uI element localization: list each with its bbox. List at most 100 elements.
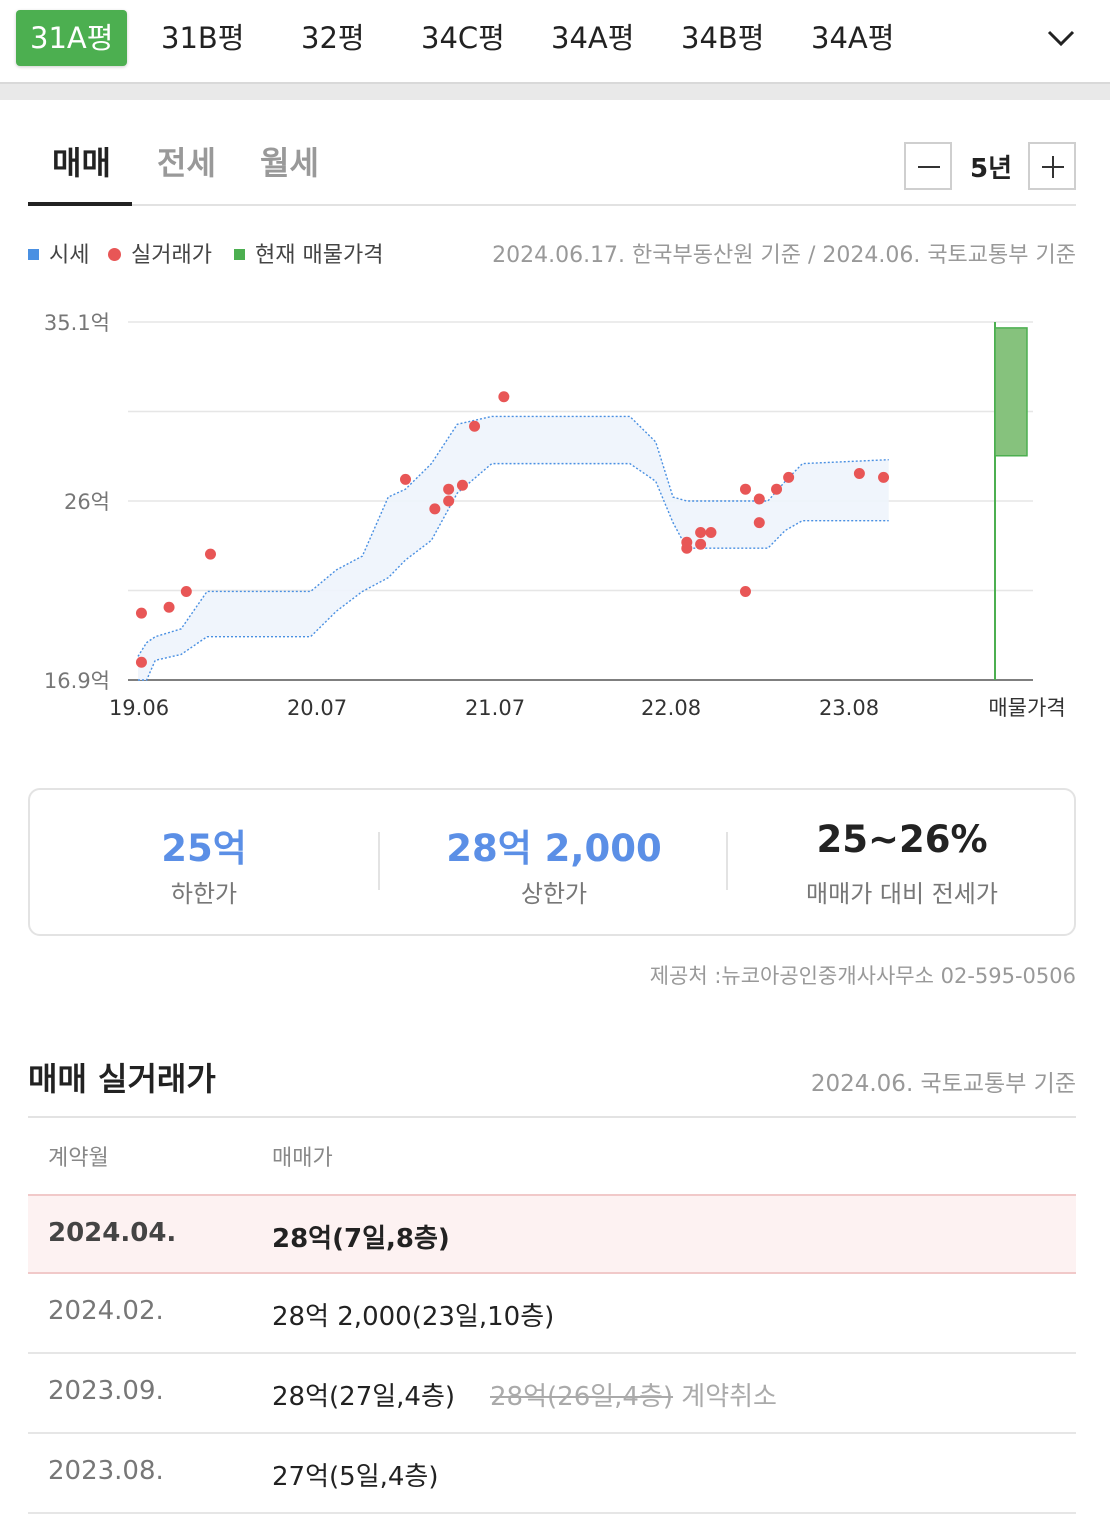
trade-point: [695, 526, 707, 538]
trade-point: [180, 585, 192, 597]
legend-actual-trade: 실거래가: [108, 240, 212, 272]
period-value: 5년: [970, 154, 1013, 184]
x-axis-labels: 19.06 20.07 21.07 22.08 23.08 매물가격: [109, 696, 1066, 720]
table-row[interactable]: 2024.02. 28억 2,000(23일,10층): [28, 1274, 1076, 1354]
trade-point: [705, 526, 717, 538]
transactions-basis: 2024.06. 국토교통부 기준: [810, 1071, 1076, 1097]
price-chart-svg: 35.1억 26억 16.9억 19.06 20.07 21.07 22.08 23.08 매…: [44, 311, 1066, 720]
upper-limit-label: 상한가: [520, 880, 588, 908]
lower-limit-value: 25억: [161, 827, 247, 870]
row-price: 28억(7일,8층): [272, 1224, 450, 1254]
x-tick-label: 22.08: [641, 696, 701, 720]
size-tab-bar: 31A평 31B평 32평 34C평 34A평 34B평 34A평: [0, 0, 1110, 82]
trade-point: [739, 585, 751, 597]
table-row[interactable]: 2024.04. 28억(7일,8층): [28, 1194, 1076, 1274]
data-provider: 제공처 :뉴코아공인중개사사무소 02-595-0506: [649, 964, 1076, 988]
lower-limit-label: 하한가: [170, 880, 238, 908]
summary-divider: [378, 832, 380, 890]
actual-trades: [135, 391, 890, 668]
section-title: 매매 실거래가: [28, 1060, 216, 1098]
legend-square-green: [234, 248, 245, 260]
trade-point: [498, 391, 510, 403]
active-tab-indicator: [28, 202, 132, 206]
trade-point: [400, 473, 411, 485]
table-row[interactable]: 2023.09. 28억(27일,4층) 28억(26일,4층) 계약취소: [28, 1354, 1076, 1434]
trade-point: [469, 420, 481, 432]
column-header-price: 매매가: [272, 1146, 333, 1171]
cancelled-trade: 28억(26일,4층) 계약취소: [490, 1376, 777, 1413]
chevron-down-icon[interactable]: [1046, 26, 1076, 50]
size-tab-34a[interactable]: 34A평: [551, 21, 635, 55]
table-row[interactable]: 2023.08. 27억(5일,4층): [28, 1434, 1076, 1514]
tab-jeonse[interactable]: 전세: [157, 144, 216, 182]
listing-price-bar: [994, 322, 1028, 680]
trade-point: [771, 483, 783, 495]
trade-point: [753, 493, 765, 505]
period-increase-button[interactable]: [1028, 142, 1076, 190]
band-upper-line: [137, 415, 889, 657]
legend-listing-price: 현재 매물가격: [234, 240, 383, 272]
band-fill: [138, 416, 889, 680]
y-axis-labels: 35.1억 26억 16.9억: [44, 311, 110, 693]
summary-divider: [726, 832, 728, 890]
price-chart: 35.1억 26억 16.9억 19.06 20.07 21.07 22.08 23.08 매…: [28, 300, 1088, 740]
summary-upper-limit: 28억 2,000 상한가: [380, 790, 728, 934]
column-header-month: 계약월: [48, 1146, 109, 1171]
trade-point: [204, 548, 216, 560]
data-basis: 2024.06.17. 한국부동산원 기준 / 2024.06. 국토교통부 기…: [492, 243, 1076, 268]
listing-range-bar: [994, 327, 1028, 457]
trade-point: [443, 483, 455, 495]
legend-market-price: 시세: [28, 240, 89, 272]
trade-point: [681, 536, 693, 548]
summary-jeonse-ratio: 25~26% 매매가 대비 전세가: [728, 790, 1076, 934]
price-summary: 25억 하한가 28억 2,000 상한가 25~26% 매매가 대비 전세가: [28, 788, 1076, 936]
trade-point: [853, 467, 865, 479]
deal-type-tabs: 매매 전세 월세 5년: [28, 118, 1076, 206]
size-tab-34c[interactable]: 34C평: [421, 21, 505, 55]
x-tick-label: 23.08: [819, 696, 879, 720]
section-divider: [0, 82, 1110, 100]
size-tab-32[interactable]: 32평: [301, 21, 365, 55]
trade-point: [135, 607, 147, 619]
trade-point: [695, 538, 707, 550]
row-date: 2023.08.: [48, 1456, 164, 1486]
x-tick-label: 20.07: [287, 696, 347, 720]
trade-point: [135, 656, 147, 668]
row-date: 2024.04.: [48, 1218, 177, 1248]
cancelled-price: 28억(26일,4층): [490, 1382, 674, 1412]
trade-point: [753, 517, 765, 529]
legend-square-blue: [28, 248, 39, 260]
upper-limit-value: 28억 2,000: [446, 827, 662, 870]
x-tick-label: 21.07: [465, 696, 525, 720]
trade-point: [878, 471, 890, 483]
size-tab-34a-2[interactable]: 34A평: [811, 21, 895, 55]
trade-point: [163, 601, 175, 613]
size-tab-34b[interactable]: 34B평: [681, 21, 765, 55]
trade-point: [429, 503, 441, 515]
row-price: 28억 2,000(23일,10층): [272, 1302, 555, 1332]
y-tick-label: 26억: [64, 490, 110, 514]
tab-sale[interactable]: 매매: [52, 144, 111, 182]
x-tick-label: 19.06: [109, 696, 169, 720]
period-decrease-button[interactable]: [904, 142, 952, 190]
market-price-band: [137, 415, 889, 681]
cancel-label: 계약취소: [681, 1382, 777, 1412]
trade-point: [443, 495, 455, 507]
size-tab-31a[interactable]: 31A평: [16, 10, 128, 66]
period-selector: 5년: [904, 142, 1076, 190]
jeonse-ratio-label: 매매가 대비 전세가: [806, 880, 998, 908]
trade-point: [456, 479, 468, 491]
row-price: 27억(5일,4층): [272, 1462, 439, 1492]
trade-point: [783, 471, 795, 483]
row-price: 28억(27일,4층): [272, 1382, 456, 1412]
table-header: 계약월 매매가: [28, 1116, 1076, 1194]
row-date: 2024.02.: [48, 1296, 164, 1326]
x-tick-label: 매물가격: [988, 696, 1065, 720]
tab-monthly-rent[interactable]: 월세: [260, 144, 319, 182]
chart-grid: [128, 321, 1033, 681]
trade-point: [739, 483, 751, 495]
y-tick-label: 16.9억: [44, 669, 110, 693]
minus-icon: [918, 166, 940, 168]
size-tab-31b[interactable]: 31B평: [161, 21, 245, 55]
y-tick-label: 35.1억: [44, 311, 110, 335]
